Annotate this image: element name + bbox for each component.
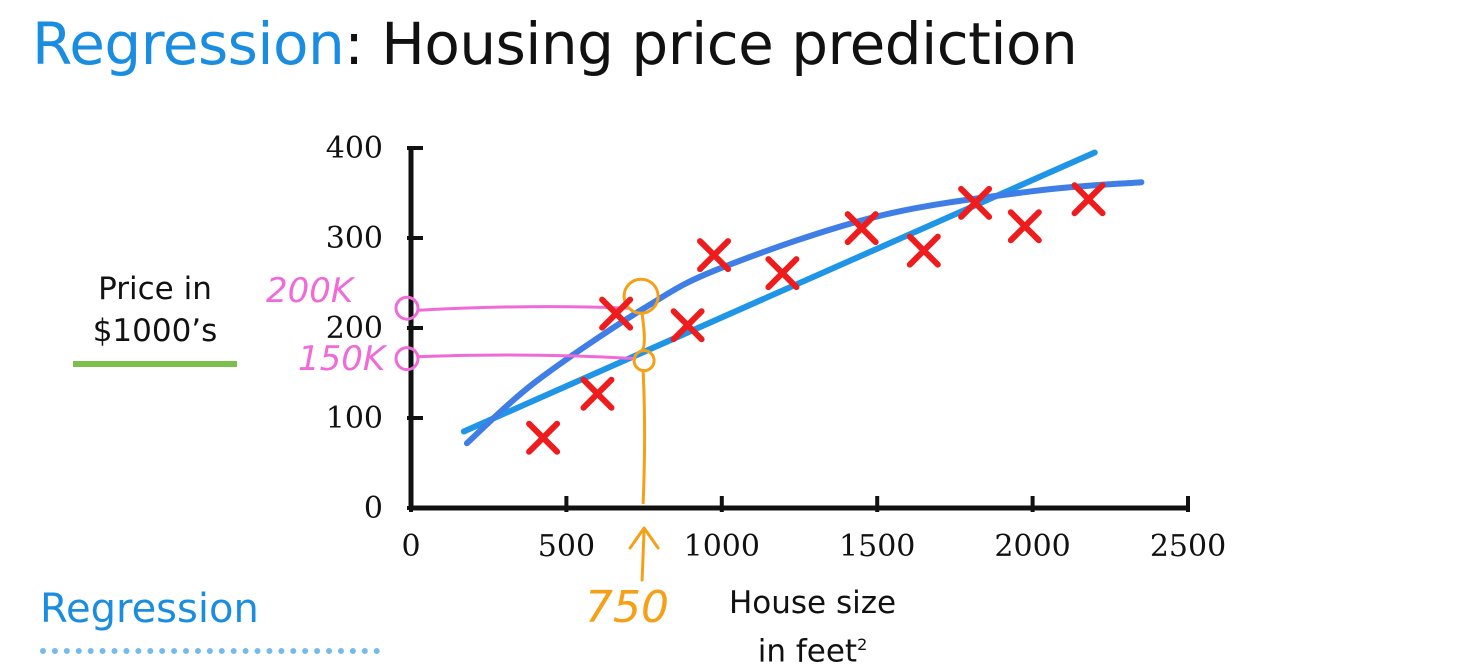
chart-points — [526, 182, 1106, 455]
x-tick-label: 2500 — [1150, 529, 1226, 564]
data-point-stroke — [599, 296, 634, 331]
y-tick-label: 400 — [326, 131, 383, 166]
data-point — [670, 308, 705, 343]
cut-off-text — [40, 648, 400, 658]
data-point — [765, 256, 800, 291]
data-point-stroke — [1071, 182, 1106, 217]
x-tick-label: 500 — [538, 529, 595, 564]
annotation-750: 750 — [585, 582, 669, 633]
y-tick-label: 200 — [326, 311, 383, 346]
data-point-stroke — [906, 233, 941, 268]
pink-circle-150k — [394, 346, 420, 372]
data-point — [526, 420, 561, 455]
data-point — [599, 296, 634, 331]
x-tick-label: 0 — [401, 529, 420, 564]
data-point — [697, 238, 732, 273]
data-point — [844, 211, 879, 246]
orange-arrow-head — [628, 526, 660, 550]
chart-fits — [460, 149, 1145, 447]
x-tick-label: 1500 — [839, 529, 915, 564]
section-heading: Regression — [40, 586, 259, 632]
pink-circle-200k — [394, 295, 420, 321]
data-point-stroke — [765, 256, 800, 291]
data-point-stroke — [1007, 209, 1042, 244]
y-tick-label: 100 — [326, 401, 383, 436]
orange-arrow-shaft — [640, 528, 646, 582]
orange-connector — [640, 313, 646, 353]
quadratic-fit-curve — [463, 179, 1145, 447]
y-tick-label: 0 — [364, 491, 383, 526]
title-rest: : Housing price prediction — [344, 10, 1078, 78]
y-axis-label-line2: $1000’s — [92, 313, 218, 349]
chart-annotation-labels: 200K 150K 750 — [266, 271, 669, 633]
x-axis-label-line1: House size — [728, 585, 897, 621]
data-point-stroke — [697, 238, 732, 273]
annotation-150k: 150K — [298, 339, 388, 379]
data-point-stroke — [670, 308, 705, 343]
x-tick-label: 2000 — [994, 529, 1070, 564]
data-point — [958, 185, 993, 220]
scatter-chart: 0 500 1000 1500 2000 2500 0 100 200 300 400 200K 1… — [266, 131, 1226, 633]
x-tick-label: 1000 — [684, 529, 760, 564]
pink-line-200k — [418, 305, 631, 312]
data-point — [906, 233, 941, 268]
data-point-stroke — [526, 420, 561, 455]
page-title: Regression: Housing price prediction — [32, 10, 1078, 78]
data-point-stroke — [580, 376, 615, 411]
orange-circle-curve — [622, 277, 660, 315]
annotation-200k: 200K — [266, 271, 356, 311]
chart-ticks: 0 500 1000 1500 2000 2500 0 100 200 300 400 — [326, 131, 1226, 564]
y-axis-label: Price in $1000’s — [70, 268, 240, 352]
data-point — [580, 376, 615, 411]
y-axis-label-line1: Price in — [98, 271, 212, 307]
chart-annotations — [394, 277, 660, 582]
title-accent: Regression — [32, 10, 345, 78]
pink-line-150k — [418, 353, 637, 361]
data-point — [1071, 182, 1106, 217]
x-axis-label-superscript: 2 — [857, 635, 868, 654]
data-point-stroke — [958, 185, 993, 220]
data-point-stroke — [844, 211, 879, 246]
y-tick-label: 300 — [326, 221, 383, 256]
y-label-underline — [73, 361, 237, 367]
orange-vertical-line — [641, 370, 647, 505]
data-point — [1007, 209, 1042, 244]
